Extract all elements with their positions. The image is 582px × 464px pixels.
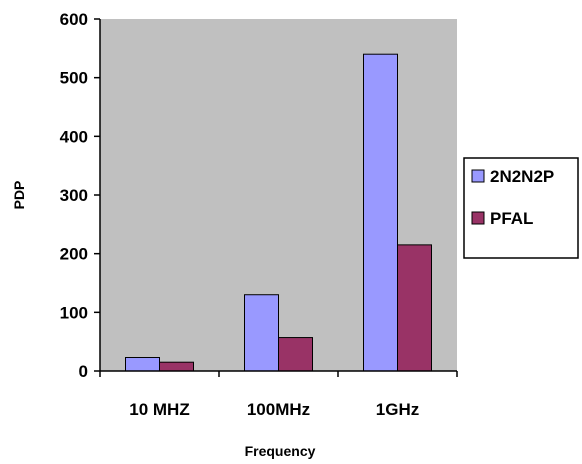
legend: 2N2N2P PFAL (463, 157, 579, 259)
y-tick-label: 100 (60, 303, 88, 322)
legend-swatch-2n2n2p (471, 169, 485, 183)
x-tick-label: 10 MHZ (129, 400, 189, 419)
y-tick-label: 0 (79, 362, 88, 381)
legend-swatch-pfal (471, 211, 485, 225)
bar-2n2n2p-1 (244, 294, 279, 372)
bar-pfal-0 (159, 361, 194, 372)
y-tick-label: 600 (60, 10, 88, 29)
bars-group (125, 53, 432, 372)
x-axis-title: Frequency (245, 443, 316, 459)
y-tick-label: 300 (60, 186, 88, 205)
y-axis-title: PDP (11, 181, 27, 210)
y-tick-label: 200 (60, 245, 88, 264)
x-tick-label: 1GHz (376, 400, 419, 419)
y-tick-label: 400 (60, 127, 88, 146)
y-ticks-group: 0 100 200 300 400 500 600 (60, 10, 100, 381)
y-tick-label: 500 (60, 69, 88, 88)
bar-2n2n2p-2 (363, 53, 398, 372)
x-ticks-group: 10 MHZ 100MHz 1GHz (99, 371, 458, 419)
bar-2n2n2p-0 (125, 357, 160, 372)
legend-label-pfal: PFAL (490, 209, 533, 228)
x-tick-label: 100MHz (247, 400, 310, 419)
legend-label-2n2n2p: 2N2N2P (490, 167, 554, 186)
bar-pfal-1 (278, 337, 313, 372)
bar-pfal-2 (397, 244, 432, 372)
